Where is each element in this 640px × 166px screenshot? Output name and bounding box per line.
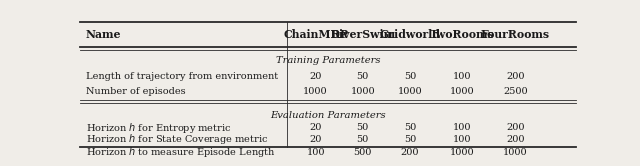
Text: ChainMDP: ChainMDP [283, 29, 348, 40]
Text: Evaluation Parameters: Evaluation Parameters [270, 111, 386, 120]
Text: 1000: 1000 [303, 87, 328, 96]
Text: Horizon $h$ to measure Episode Length: Horizon $h$ to measure Episode Length [86, 145, 275, 159]
Text: TwoRooms: TwoRooms [429, 29, 494, 40]
Text: Gridworld: Gridworld [380, 29, 440, 40]
Text: Horizon $h$ for State Coverage metric: Horizon $h$ for State Coverage metric [86, 132, 268, 146]
Text: 50: 50 [404, 124, 416, 132]
Text: 200: 200 [401, 148, 419, 157]
Text: Name: Name [86, 29, 122, 40]
Text: 20: 20 [309, 124, 322, 132]
Text: 100: 100 [307, 148, 325, 157]
Text: 20: 20 [309, 135, 322, 144]
Text: 100: 100 [452, 124, 471, 132]
Text: 100: 100 [452, 72, 471, 81]
Text: 200: 200 [506, 124, 525, 132]
Text: 100: 100 [452, 135, 471, 144]
Text: FourRooms: FourRooms [481, 29, 550, 40]
Text: 1000: 1000 [351, 87, 375, 96]
Text: Horizon $h$ for Entropy metric: Horizon $h$ for Entropy metric [86, 121, 232, 135]
Text: 1000: 1000 [503, 148, 528, 157]
Text: 50: 50 [404, 135, 416, 144]
Text: 50: 50 [356, 124, 369, 132]
Text: 50: 50 [356, 135, 369, 144]
Text: Number of episodes: Number of episodes [86, 87, 186, 96]
Text: 20: 20 [309, 72, 322, 81]
Text: 1000: 1000 [397, 87, 422, 96]
Text: 1000: 1000 [450, 87, 474, 96]
Text: RiverSwim: RiverSwim [330, 29, 396, 40]
Text: Training Parameters: Training Parameters [276, 56, 380, 65]
Text: 200: 200 [506, 135, 525, 144]
Text: 1000: 1000 [450, 148, 474, 157]
Text: Length of trajectory from environment: Length of trajectory from environment [86, 72, 278, 81]
Text: 50: 50 [404, 72, 416, 81]
Text: 2500: 2500 [503, 87, 528, 96]
Text: 500: 500 [353, 148, 372, 157]
Text: 50: 50 [356, 72, 369, 81]
Text: 200: 200 [506, 72, 525, 81]
